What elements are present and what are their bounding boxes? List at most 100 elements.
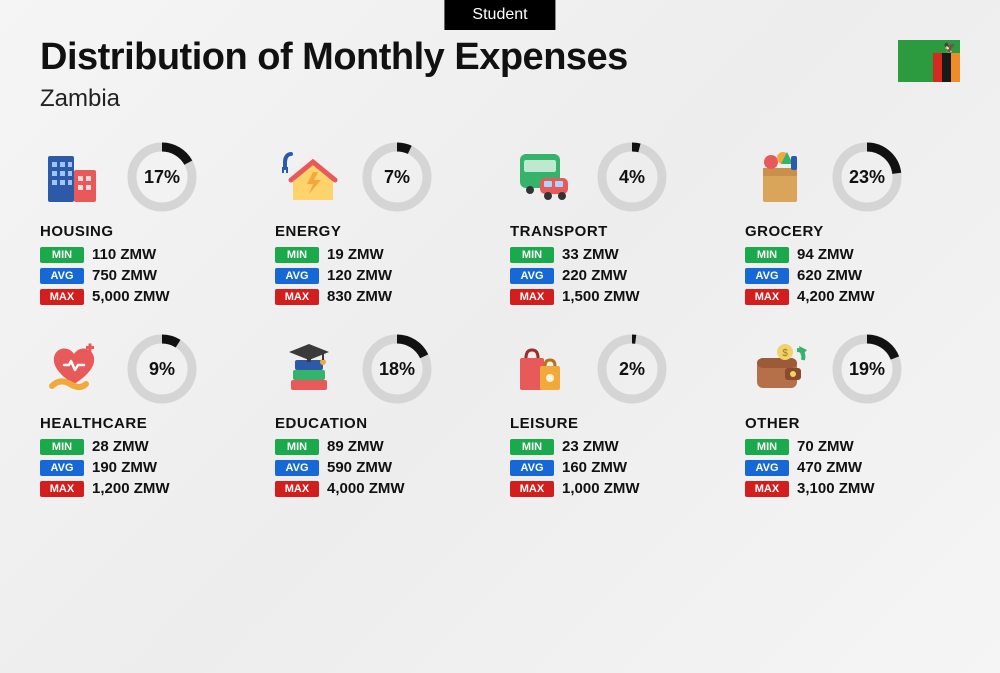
stat-max: MAX 1,500 ZMW [510, 288, 725, 305]
stat-min: MIN 70 ZMW [745, 438, 960, 455]
flag-stripes [933, 53, 960, 82]
wallet-icon: $ [745, 338, 813, 400]
stat-avg: AVG 120 ZMW [275, 267, 490, 284]
buildings-icon [40, 146, 108, 208]
min-tag: MIN [275, 247, 319, 263]
percent-label: 9% [126, 333, 198, 405]
percent-label: 18% [361, 333, 433, 405]
page-title: Distribution of Monthly Expenses [40, 36, 628, 79]
percent-label: 2% [596, 333, 668, 405]
category-name: HEALTHCARE [40, 415, 255, 432]
max-tag: MAX [275, 481, 319, 497]
avg-tag: AVG [40, 268, 84, 284]
percent-label: 7% [361, 141, 433, 213]
percent-label: 4% [596, 141, 668, 213]
stat-min: MIN 33 ZMW [510, 246, 725, 263]
percent-label: 17% [126, 141, 198, 213]
stat-avg: AVG 620 ZMW [745, 267, 960, 284]
category-name: GROCERY [745, 223, 960, 240]
avg-value: 190 ZMW [92, 459, 157, 476]
category-name: EDUCATION [275, 415, 490, 432]
avg-tag: AVG [275, 460, 319, 476]
percent-donut: 19% [831, 333, 903, 405]
stat-avg: AVG 160 ZMW [510, 459, 725, 476]
max-value: 1,200 ZMW [92, 480, 170, 497]
min-value: 33 ZMW [562, 246, 619, 263]
min-value: 28 ZMW [92, 438, 149, 455]
stat-max: MAX 3,100 ZMW [745, 480, 960, 497]
min-tag: MIN [275, 439, 319, 455]
min-value: 110 ZMW [92, 246, 156, 263]
stat-min: MIN 19 ZMW [275, 246, 490, 263]
category-card-grocery: 23% GROCERY MIN 94 ZMW AVG 620 ZMW MAX 4… [745, 141, 960, 309]
category-name: TRANSPORT [510, 223, 725, 240]
title-block: Distribution of Monthly Expenses Zambia [40, 36, 628, 113]
min-tag: MIN [510, 247, 554, 263]
max-tag: MAX [40, 481, 84, 497]
stat-max: MAX 5,000 ZMW [40, 288, 255, 305]
percent-donut: 23% [831, 141, 903, 213]
stat-min: MIN 23 ZMW [510, 438, 725, 455]
stat-min: MIN 89 ZMW [275, 438, 490, 455]
category-name: HOUSING [40, 223, 255, 240]
stat-max: MAX 4,200 ZMW [745, 288, 960, 305]
shopping-bags-icon [510, 338, 578, 400]
category-card-other: $ 19% OTHER MIN 70 ZMW AVG 470 ZMW MAX 3… [745, 333, 960, 501]
avg-value: 220 ZMW [562, 267, 627, 284]
percent-donut: 7% [361, 141, 433, 213]
max-value: 1,500 ZMW [562, 288, 640, 305]
stat-avg: AVG 470 ZMW [745, 459, 960, 476]
avg-value: 120 ZMW [327, 267, 392, 284]
category-name: ENERGY [275, 223, 490, 240]
stat-min: MIN 94 ZMW [745, 246, 960, 263]
stat-avg: AVG 190 ZMW [40, 459, 255, 476]
max-value: 3,100 ZMW [797, 480, 875, 497]
max-tag: MAX [745, 481, 789, 497]
avg-tag: AVG [745, 268, 789, 284]
category-grid: 17% HOUSING MIN 110 ZMW AVG 750 ZMW MAX … [0, 113, 1000, 501]
max-value: 830 ZMW [327, 288, 392, 305]
avg-value: 590 ZMW [327, 459, 392, 476]
category-card-education: 18% EDUCATION MIN 89 ZMW AVG 590 ZMW MAX… [275, 333, 490, 501]
stat-min: MIN 110 ZMW [40, 246, 255, 263]
stat-max: MAX 1,000 ZMW [510, 480, 725, 497]
max-tag: MAX [510, 481, 554, 497]
min-tag: MIN [510, 439, 554, 455]
avg-tag: AVG [510, 268, 554, 284]
max-tag: MAX [745, 289, 789, 305]
min-tag: MIN [40, 247, 84, 263]
percent-donut: 9% [126, 333, 198, 405]
avg-value: 160 ZMW [562, 459, 627, 476]
percent-label: 23% [831, 141, 903, 213]
stat-avg: AVG 220 ZMW [510, 267, 725, 284]
heart-hand-icon [40, 338, 108, 400]
min-tag: MIN [745, 247, 789, 263]
percent-donut: 4% [596, 141, 668, 213]
min-value: 89 ZMW [327, 438, 384, 455]
max-tag: MAX [40, 289, 84, 305]
percent-donut: 18% [361, 333, 433, 405]
avg-value: 620 ZMW [797, 267, 862, 284]
avg-value: 750 ZMW [92, 267, 157, 284]
avg-tag: AVG [275, 268, 319, 284]
percent-donut: 17% [126, 141, 198, 213]
max-value: 4,000 ZMW [327, 480, 405, 497]
audience-badge: Student [444, 0, 555, 30]
grocery-bag-icon [745, 146, 813, 208]
avg-tag: AVG [510, 460, 554, 476]
max-value: 1,000 ZMW [562, 480, 640, 497]
stat-avg: AVG 750 ZMW [40, 267, 255, 284]
max-tag: MAX [510, 289, 554, 305]
stat-max: MAX 4,000 ZMW [275, 480, 490, 497]
percent-label: 19% [831, 333, 903, 405]
percent-donut: 2% [596, 333, 668, 405]
stat-max: MAX 830 ZMW [275, 288, 490, 305]
category-card-transport: 4% TRANSPORT MIN 33 ZMW AVG 220 ZMW MAX … [510, 141, 725, 309]
min-value: 94 ZMW [797, 246, 854, 263]
grad-books-icon [275, 338, 343, 400]
avg-value: 470 ZMW [797, 459, 862, 476]
min-tag: MIN [40, 439, 84, 455]
category-card-energy: 7% ENERGY MIN 19 ZMW AVG 120 ZMW MAX 830… [275, 141, 490, 309]
max-value: 4,200 ZMW [797, 288, 875, 305]
max-tag: MAX [275, 289, 319, 305]
